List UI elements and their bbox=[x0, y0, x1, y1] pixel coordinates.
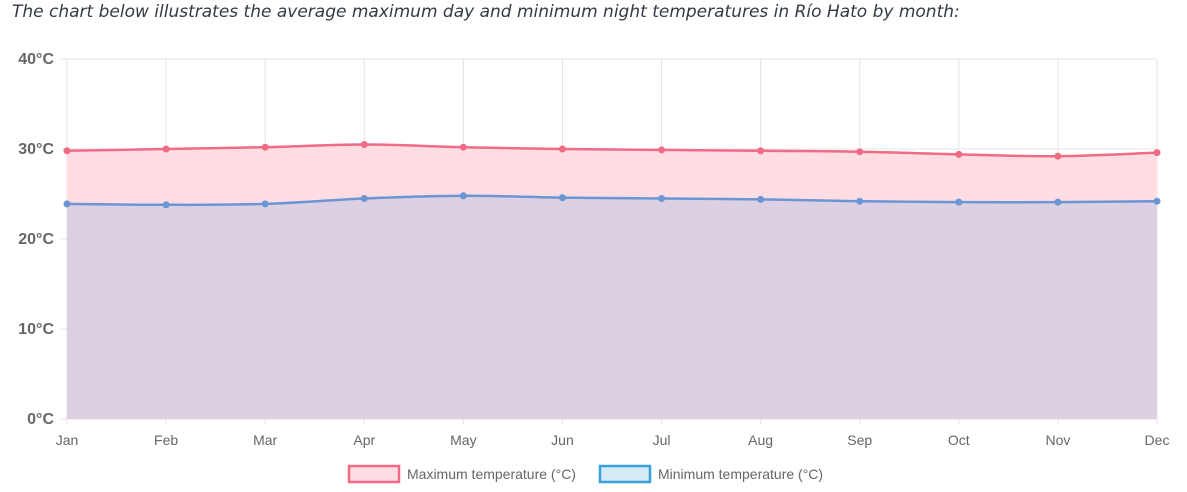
x-tick-label: Mar bbox=[253, 432, 277, 448]
legend-swatch-1 bbox=[598, 464, 652, 484]
y-tick-label: 10°C bbox=[18, 321, 54, 338]
y-axis-ticks: 40°C 30°C 20°C 10°C 0°C bbox=[18, 51, 54, 428]
series-line-1 bbox=[66, 194, 1158, 207]
data-point-1-4 bbox=[459, 192, 467, 200]
chart-legend: Maximum temperature (°C) Minimum temperat… bbox=[347, 464, 823, 484]
data-point-0-3 bbox=[360, 141, 368, 148]
data-point-1-5 bbox=[558, 194, 566, 202]
data-point-0-9 bbox=[955, 150, 963, 158]
series-area-1 bbox=[67, 195, 1157, 419]
data-point-1-6 bbox=[658, 195, 666, 202]
data-point-0-1 bbox=[162, 145, 170, 153]
y-tick-label: 30°C bbox=[18, 141, 54, 158]
x-axis-ticks: Jan Feb Mar Apr May Jun Jul Aug Sep Oct Nov Dec bbox=[56, 432, 1170, 448]
data-point-0-10 bbox=[1054, 152, 1062, 160]
x-tick-label: Nov bbox=[1045, 432, 1070, 448]
data-point-1-0 bbox=[63, 200, 71, 208]
data-point-1-8 bbox=[856, 197, 864, 205]
legend-swatch-0 bbox=[347, 464, 401, 484]
legend-label-1: Minimum temperature (°C) bbox=[658, 466, 823, 482]
chart-points bbox=[63, 141, 1161, 209]
data-point-0-0 bbox=[63, 147, 71, 155]
x-tick-label: Aug bbox=[748, 432, 773, 448]
y-tick-label: 40°C bbox=[18, 51, 54, 68]
y-tick-label: 0°C bbox=[27, 411, 54, 428]
data-point-0-11 bbox=[1153, 149, 1161, 157]
data-point-0-2 bbox=[261, 143, 269, 151]
x-tick-label: Dec bbox=[1145, 432, 1170, 448]
x-tick-label: May bbox=[450, 432, 476, 448]
series-line-0 bbox=[66, 143, 1158, 158]
legend-label-0: Maximum temperature (°C) bbox=[407, 466, 576, 482]
x-tick-label: Oct bbox=[948, 432, 970, 448]
data-point-0-4 bbox=[459, 143, 467, 151]
chart-lines bbox=[66, 143, 1158, 207]
data-point-1-11 bbox=[1153, 197, 1161, 205]
x-tick-label: Jul bbox=[653, 432, 671, 448]
chart-caption: The chart below illustrates the average … bbox=[12, 2, 960, 22]
data-point-0-7 bbox=[757, 147, 765, 155]
y-tick-label: 20°C bbox=[18, 231, 54, 248]
data-point-0-8 bbox=[856, 148, 864, 156]
data-point-0-5 bbox=[558, 145, 566, 153]
x-tick-label: Apr bbox=[353, 432, 375, 448]
data-point-1-2 bbox=[261, 200, 269, 208]
data-point-1-9 bbox=[955, 198, 963, 206]
data-point-0-6 bbox=[658, 146, 666, 154]
x-tick-label: Feb bbox=[154, 432, 178, 448]
data-point-1-10 bbox=[1054, 198, 1062, 206]
data-point-1-3 bbox=[360, 195, 368, 202]
chart-areas bbox=[67, 144, 1157, 419]
x-tick-label: Jan bbox=[56, 432, 79, 448]
x-tick-label: Sep bbox=[847, 432, 872, 448]
data-point-1-7 bbox=[757, 195, 765, 203]
data-point-1-1 bbox=[162, 201, 170, 209]
x-tick-label: Jun bbox=[551, 432, 574, 448]
